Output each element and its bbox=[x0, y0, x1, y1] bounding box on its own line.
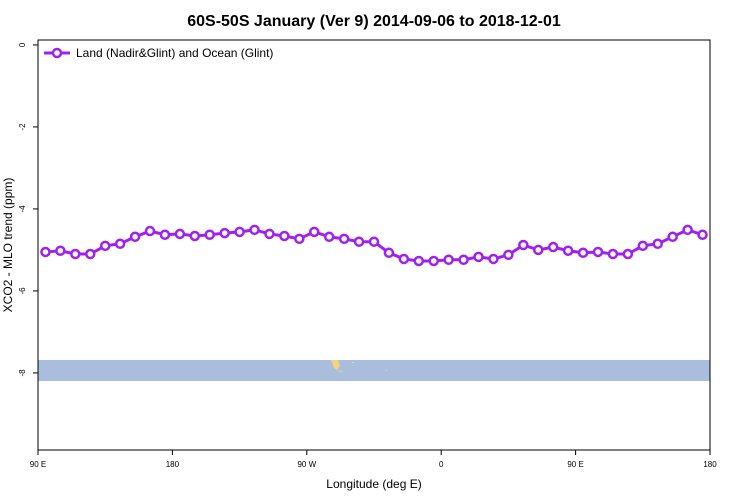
data-point bbox=[264, 228, 275, 240]
data-point bbox=[682, 224, 693, 236]
data-point bbox=[518, 239, 529, 251]
data-point bbox=[99, 240, 111, 252]
data-point bbox=[473, 251, 484, 263]
y-tick-label: -6 bbox=[18, 287, 27, 295]
data-point bbox=[368, 236, 380, 247]
data-point bbox=[652, 238, 663, 250]
data-point bbox=[398, 253, 410, 265]
data-point bbox=[413, 255, 425, 267]
data-point bbox=[279, 230, 290, 242]
chart-title: 60S-50S January (Ver 9) 2014-09-06 to 20… bbox=[187, 13, 561, 30]
data-point bbox=[234, 226, 245, 238]
data-point bbox=[338, 233, 350, 245]
data-point bbox=[488, 253, 499, 265]
x-tick-label: 90 E bbox=[30, 460, 46, 469]
data-point bbox=[443, 254, 454, 266]
data-point bbox=[697, 229, 708, 240]
land bbox=[386, 370, 387, 371]
map-strip bbox=[38, 360, 710, 381]
x-axis-label: Longitude (deg E) bbox=[326, 477, 421, 491]
y-tick-label: 0 bbox=[18, 42, 27, 47]
data-point bbox=[189, 230, 201, 242]
data-point bbox=[592, 246, 604, 258]
legend-label: Land (Nadir&Glint) and Ocean (Glint) bbox=[76, 46, 273, 60]
data-point bbox=[637, 240, 649, 252]
data-point bbox=[323, 231, 335, 243]
data-point bbox=[533, 244, 544, 256]
y-axis-label: XCO2 - MLO trend (ppm) bbox=[1, 178, 15, 313]
land bbox=[331, 360, 344, 372]
y-tick-label: -4 bbox=[18, 205, 27, 213]
data-point bbox=[622, 248, 634, 260]
data-point bbox=[353, 236, 365, 247]
data-point bbox=[309, 226, 320, 238]
data-point bbox=[204, 229, 215, 240]
data-point bbox=[129, 231, 141, 243]
land bbox=[352, 362, 354, 363]
data-point bbox=[40, 246, 51, 258]
data-point bbox=[428, 255, 439, 267]
data-point bbox=[85, 248, 96, 260]
data-point bbox=[159, 229, 171, 240]
plot-frame bbox=[37, 39, 711, 451]
data-point bbox=[383, 247, 395, 259]
data-point bbox=[577, 247, 589, 259]
legend-marker bbox=[51, 47, 63, 59]
data-point bbox=[70, 248, 81, 260]
x-tick-label: 180 bbox=[166, 460, 180, 469]
data-point bbox=[458, 254, 469, 266]
data-point bbox=[219, 227, 230, 239]
data-point bbox=[294, 233, 305, 245]
y-tick-label: -8 bbox=[18, 369, 27, 377]
data-point bbox=[114, 238, 126, 250]
x-tick-label: 90 E bbox=[567, 460, 583, 469]
x-tick-label: 90 W bbox=[297, 460, 316, 469]
data-point bbox=[667, 231, 678, 243]
data-point bbox=[607, 248, 619, 260]
data-point bbox=[144, 225, 156, 237]
data-point bbox=[249, 224, 260, 236]
data-point bbox=[562, 245, 574, 256]
x-tick-label: 180 bbox=[703, 460, 717, 469]
data-point bbox=[174, 228, 186, 240]
data-point bbox=[55, 245, 66, 256]
data-point bbox=[503, 249, 514, 261]
y-tick-label: -2 bbox=[18, 123, 27, 131]
data-point bbox=[547, 241, 559, 253]
x-tick-label: 0 bbox=[439, 460, 444, 469]
